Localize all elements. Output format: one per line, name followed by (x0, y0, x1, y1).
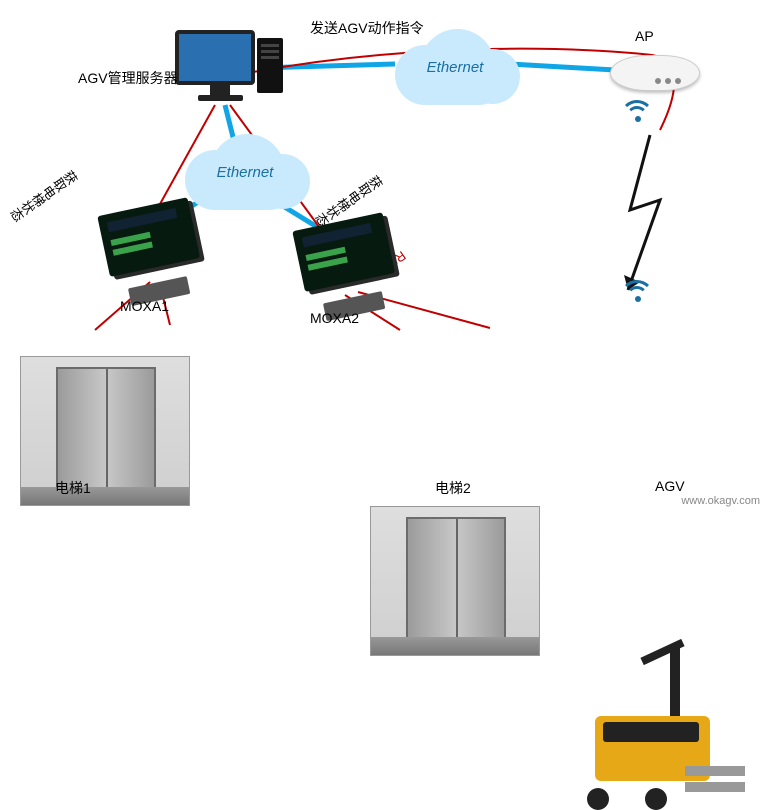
server-label: AGV管理服务器 (78, 68, 178, 88)
access-point (610, 55, 700, 91)
ap-label: AP (635, 28, 654, 44)
moxa-2 (292, 211, 407, 315)
elevator1-label: 电梯1 (55, 478, 91, 498)
wifi-icon-ap (620, 100, 656, 130)
ethernet-cloud-bottom: Ethernet (185, 140, 305, 202)
moxa1-label: MOXA1 (120, 298, 169, 314)
ethernet-label-2: Ethernet (185, 164, 305, 181)
elevator-1 (20, 356, 190, 506)
agv-server (175, 30, 265, 110)
wifi-icon-agv (620, 280, 656, 310)
watermark: www.okagv.com (681, 495, 760, 507)
elevator-2 (370, 506, 540, 656)
ethernet-cloud-top: Ethernet (395, 35, 515, 97)
ethernet-label-1: Ethernet (395, 59, 515, 76)
moxa2-label: MOXA2 (310, 310, 359, 326)
moxa-1 (97, 196, 212, 300)
agv-vehicle (575, 646, 750, 806)
get-status-label-1: 获取电梯状态 (6, 165, 81, 225)
agv-label: AGV (655, 478, 685, 494)
elevator2-label: 电梯2 (435, 478, 471, 498)
